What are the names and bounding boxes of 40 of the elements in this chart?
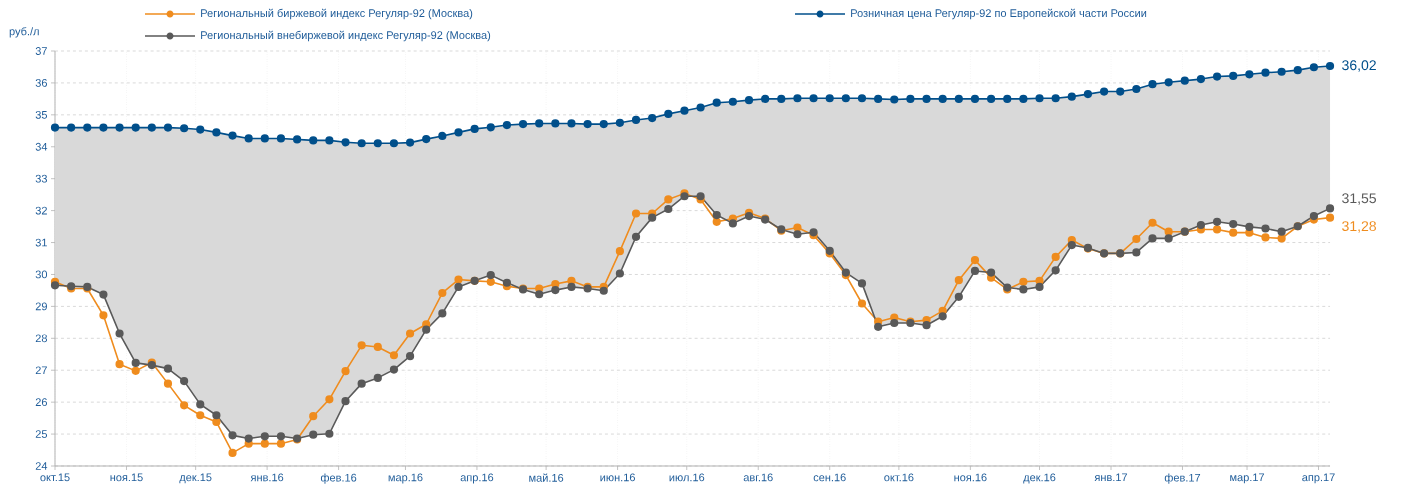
x-tick-label: июл.16 — [669, 473, 705, 482]
x-tick-label: янв.17 — [1094, 473, 1128, 482]
x-tick-label: ноя.15 — [110, 473, 143, 482]
y-tick-label: 31 — [35, 238, 47, 247]
y-tick-label: 37 — [35, 47, 47, 55]
y-tick-label: 25 — [35, 430, 48, 438]
y-tick-label: 26 — [35, 398, 47, 407]
x-tick-label: июн.16 — [600, 473, 635, 482]
x-tick-label: апр.17 — [1302, 473, 1335, 484]
y-tick-label: 29 — [35, 302, 47, 311]
text: 31,28 — [1342, 221, 1376, 233]
x-tick-label: ноя.16 — [954, 473, 987, 482]
text: 31,55 — [1342, 193, 1377, 205]
x-tick-label: фев.17 — [1164, 473, 1201, 484]
x-tick-label: апр.16 — [460, 473, 494, 484]
y-tick-label: 30 — [35, 270, 48, 279]
x-tick-label: дек.15 — [179, 473, 212, 484]
y-tick-label: 32 — [35, 206, 47, 215]
x-tick-label: окт.16 — [884, 473, 914, 482]
legend-label: Розничная цена Регуляр-92 по Европейской части России — [851, 8, 1147, 20]
text: 36,02 — [1342, 60, 1376, 72]
x-tick-label: май.16 — [529, 473, 564, 482]
y-tick-label: 34 — [35, 142, 48, 151]
x-tick-label: окт.15 — [40, 473, 70, 482]
y-tick-label: 27 — [35, 366, 47, 375]
x-tick-label: фев.16 — [320, 473, 357, 484]
y-tick-label: 28 — [35, 334, 47, 343]
legend-label: Региональный внебиржевой индекс Регуляр-92 (Москва) — [201, 30, 491, 42]
x-tick-label: мар.16 — [388, 473, 423, 484]
y-tick-label: 35 — [35, 110, 48, 119]
y-axis-title: руб./л — [9, 27, 39, 38]
x-tick-label: дек.16 — [1023, 473, 1056, 484]
x-tick-label: авг.16 — [743, 473, 773, 482]
y-tick-label: 33 — [35, 174, 47, 183]
x-tick-label: сен.16 — [813, 473, 846, 482]
x-tick-label: янв.16 — [250, 473, 284, 482]
x-tick-label: мар.17 — [1230, 473, 1265, 484]
y-tick-label: 24 — [35, 462, 48, 470]
y-tick-label: 36 — [35, 79, 47, 87]
legend-label: Региональный биржевой индекс Регуляр-92 (Москва) — [201, 8, 473, 20]
